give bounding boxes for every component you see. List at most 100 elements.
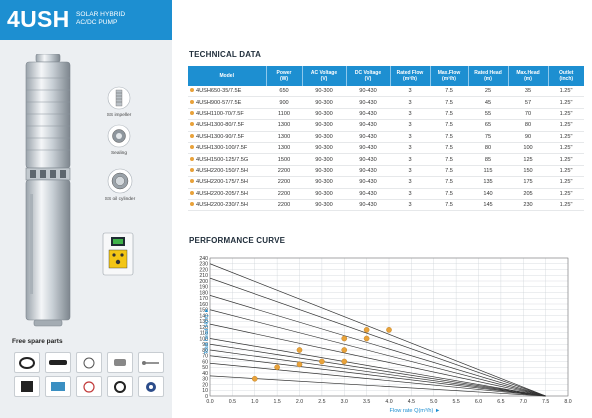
model-cell: 4USH2200-205/7.5H	[188, 188, 266, 200]
table-cell: 90-300	[302, 165, 346, 178]
y-tick-label: 10	[202, 388, 208, 394]
subtitle-line2: AC/DC PUMP	[76, 19, 118, 26]
table-cell: 90-300	[302, 119, 346, 132]
cell-value: 7.5	[445, 190, 453, 197]
cell-value: 90-430	[359, 167, 377, 174]
curve-line	[209, 338, 546, 397]
cell-value: 150	[523, 167, 533, 174]
y-tick-label: 100	[199, 336, 208, 342]
x-tick-label: 7.0	[520, 399, 527, 405]
cell-value: 90-300	[315, 88, 333, 95]
x-tick-label: 3.0	[341, 399, 348, 405]
column-header: Model	[188, 66, 267, 86]
x-axis-title: Flow rate Q(m³/h) ►	[390, 408, 441, 414]
clamp-icon	[114, 359, 126, 366]
y-tick-label: 200	[199, 279, 208, 285]
y-tick-label: 40	[202, 371, 208, 377]
cell-value: 3	[408, 110, 412, 117]
technical-data-table: Model Power (W) AC Voltage (V) DC Voltage (V) R…	[188, 66, 584, 212]
cell-value: 1.25"	[559, 190, 573, 197]
table-cell: 1.25"	[548, 165, 584, 178]
table-cell: 7.5	[430, 96, 468, 109]
screw-icon	[142, 361, 159, 365]
column-header-label: Rated Flow	[396, 70, 424, 76]
pump-image	[25, 54, 71, 327]
cell-value: 4USH1300-100/7.5F	[196, 145, 248, 152]
table-cell: 3	[390, 86, 430, 98]
table-cell: 3	[390, 153, 430, 166]
float-switch-icon	[21, 381, 33, 392]
cell-value: 1.25"	[559, 110, 573, 117]
table-cell: 7.5	[430, 199, 468, 212]
cell-value: 7.5	[445, 88, 453, 95]
cell-value: 1.25"	[559, 133, 573, 140]
column-header-label: Model	[219, 73, 234, 79]
table-cell: 80	[508, 119, 548, 132]
cable-tie-icon	[83, 357, 95, 369]
operating-point	[341, 347, 348, 353]
cell-value: 3	[408, 202, 412, 209]
feature-label-oil-cylinder: SS oil cylinder	[104, 197, 136, 202]
cell-value: 1.25"	[559, 156, 573, 163]
table-cell: 900	[266, 96, 302, 109]
valve-icon	[83, 381, 95, 393]
table-cell: 90-300	[302, 153, 346, 166]
spare-part-rope	[45, 376, 71, 397]
operating-point	[274, 364, 280, 371]
bullet-icon	[190, 110, 194, 115]
cell-value: 4USH2200-230/7.5H	[196, 202, 248, 209]
x-tick-label: 1.5	[274, 399, 281, 405]
curve-line	[209, 295, 546, 397]
column-header: Max.Head (m)	[508, 66, 549, 86]
table-cell: 90-430	[346, 142, 390, 155]
cell-value: 1300	[277, 122, 291, 129]
table-cell: 1.25"	[548, 119, 584, 132]
table-cell: 7.5	[430, 153, 468, 166]
table-cell: 3	[390, 165, 430, 178]
operating-point	[363, 335, 370, 342]
table-cell: 1.25"	[548, 131, 584, 143]
table-cell: 55	[468, 108, 508, 121]
table-cell: 2200	[266, 176, 302, 189]
table-cell: 90-430	[346, 199, 390, 212]
cell-value: 3	[408, 133, 412, 140]
cell-value: 90-300	[315, 167, 333, 174]
table-cell: 205	[508, 188, 548, 200]
y-tick-label: 50	[202, 365, 208, 371]
table-cell: 90-300	[302, 131, 346, 143]
cell-value: 90	[524, 133, 532, 140]
table-cell: 145	[468, 199, 508, 212]
table-cell: 3	[390, 131, 430, 143]
table-cell: 7.5	[430, 188, 468, 200]
table-cell: 7.5	[430, 165, 468, 178]
cell-value: 175	[523, 179, 533, 186]
table-cell: 7.5	[430, 131, 468, 143]
model-cell: 4USH1100-70/7.5F	[188, 108, 266, 121]
table-cell: 175	[508, 176, 548, 189]
spare-part-pipe	[45, 352, 71, 373]
cell-value: 4USH1300-80/7.5F	[196, 122, 245, 129]
operating-point	[363, 327, 370, 333]
cell-value: 65	[484, 122, 492, 129]
cell-value: 1.25"	[559, 179, 573, 186]
cell-value: 4USH1500-125/7.5G	[196, 156, 249, 163]
cell-value: 125	[523, 156, 533, 163]
table-row: 4USH1300-90/7.5F 1300 90-300 90-430 3 7.5 75 90…	[188, 131, 584, 143]
x-tick-label: 3.5	[363, 399, 370, 405]
table-cell: 3	[390, 142, 430, 155]
y-tick-label: 70	[202, 354, 208, 360]
rope-icon	[51, 382, 65, 391]
bullet-icon	[190, 133, 194, 138]
x-tick-label: 6.5	[497, 399, 504, 405]
table-cell: 70	[508, 108, 548, 121]
cell-value: 80	[484, 145, 492, 152]
cell-value: 90-300	[315, 190, 333, 197]
cable-icon	[19, 357, 35, 369]
cell-value: 90-300	[315, 122, 333, 129]
y-tick-label: 60	[202, 359, 208, 365]
table-cell: 650	[266, 86, 302, 98]
table-row: 4USH2200-230/7.5H 2200 90-300 90-430 3 7.5 145…	[188, 199, 584, 212]
table-cell: 1.25"	[548, 199, 584, 212]
curve-line	[209, 263, 546, 397]
cell-value: 90-300	[315, 145, 333, 152]
